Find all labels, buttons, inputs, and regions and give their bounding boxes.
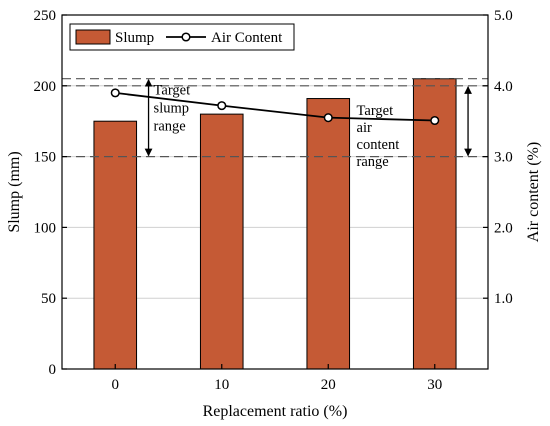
y2-tick-label: 1.0 <box>494 291 513 307</box>
legend-label-slump: Slump <box>115 30 154 46</box>
air-content-series <box>110 88 440 126</box>
y2-axis-title: Air content (%) <box>525 142 542 242</box>
legend-label-air: Air Content <box>211 30 283 46</box>
y-tick-label: 200 <box>34 79 57 95</box>
air-range-label-line: Target <box>357 103 394 119</box>
bar-slump-30 <box>412 78 457 370</box>
legend-swatch-slump <box>75 29 111 45</box>
target-range-lines <box>62 78 488 158</box>
bar-slump-0 <box>93 120 138 370</box>
air-content-point-30 <box>430 115 440 126</box>
x-tick-label: 20 <box>321 377 336 393</box>
x-tick-label: 10 <box>214 377 229 393</box>
air-content-point-20 <box>323 113 333 123</box>
y-axis-title: Slump (mm) <box>6 151 23 232</box>
y2-tick-label: 4.0 <box>494 79 513 95</box>
bar-slump-20 <box>306 98 351 370</box>
x-tick-label: 0 <box>112 377 120 393</box>
bar-slump-10 <box>199 113 244 370</box>
slump-range-label-line: range <box>154 119 186 135</box>
air-range-label-line: air <box>357 120 372 136</box>
y-tick-label: 100 <box>34 220 57 236</box>
x-axis-title: Replacement ratio (%) <box>203 403 348 420</box>
legend: Slump Air Content <box>69 23 295 51</box>
y2-tick-label: 5.0 <box>494 8 513 24</box>
air-range-label-line: range <box>357 154 389 170</box>
y-tick-label: 50 <box>41 291 56 307</box>
y2-tick-label: 2.0 <box>494 220 513 236</box>
y-tick-label: 0 <box>49 362 57 378</box>
slump-range-label-line: Target <box>154 83 191 99</box>
air-content-point-0 <box>110 88 120 98</box>
y2-tick-label: 3.0 <box>494 150 513 166</box>
y-tick-label: 250 <box>34 8 57 24</box>
air-range-label-line: content <box>357 137 400 153</box>
plot-frame <box>61 14 489 370</box>
legend-marker-air <box>181 32 191 42</box>
air-content-point-10 <box>217 101 227 111</box>
x-tick-label: 30 <box>427 377 442 393</box>
axes: 0 50 100 150 200 250 1.0 2.0 3.0 4.0 5.0 0 10 20 30 <box>34 8 513 393</box>
y-tick-label: 150 <box>34 150 57 166</box>
slump-range-label-line: slump <box>154 101 189 117</box>
air-content-line <box>115 91 435 122</box>
